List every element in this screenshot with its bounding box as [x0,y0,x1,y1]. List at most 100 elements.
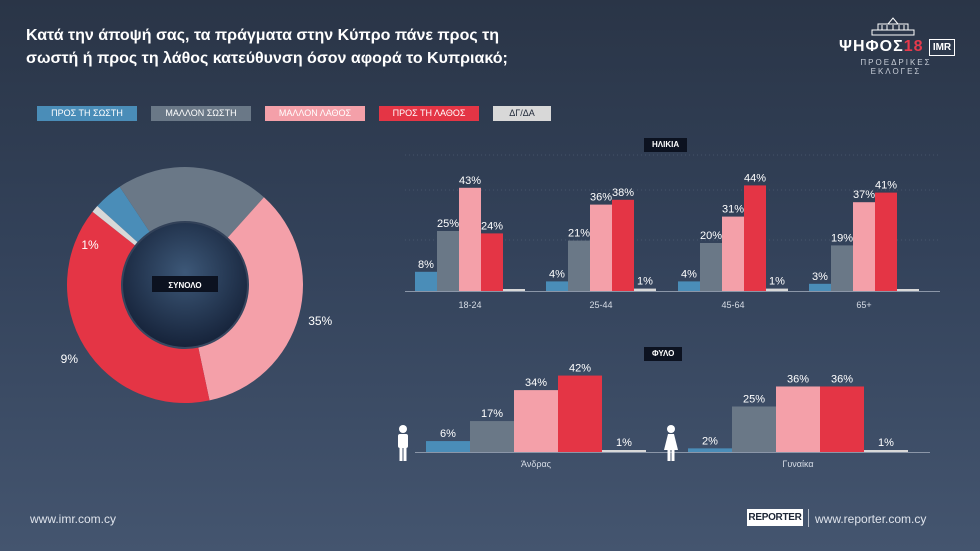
bar-dk-1 [634,288,656,291]
woman-icon [664,425,678,461]
legend-item-wrong: ΠΡΟΣ ΤΗ ΛΑΘΟΣ [379,106,479,121]
title-line-1: Κατά την άποψή σας, τα πράγματα στην Κύπ… [26,27,500,44]
bar-label-wrong-3: 41% [875,180,897,192]
bar-more-wrong-2 [722,216,744,291]
bar-right-0 [426,441,470,452]
bar-label-more-right-1: 25% [743,394,765,406]
legend-item-more-right: ΜΑΛΛΟΝ ΣΩΣΤΗ [151,106,251,121]
category-label-1: Γυναίκα [782,459,813,469]
bar-label-more-wrong-1: 36% [787,373,809,385]
bar-label-dk-2: 1% [769,276,785,288]
bar-right-3 [809,283,831,291]
reporter-logo: REPORTER [747,509,803,526]
footer-divider [808,509,809,527]
psifos18-logo: ΨΗΦΟΣ18 IMR ΠΡΟΕΔΡΙΚΕΣ ΕΚΛΟΓΕΣ [836,16,956,76]
donut-slice-dk [92,206,138,246]
bar-label-right-0: 6% [440,428,456,440]
bar-label-more-wrong-2: 31% [722,204,744,216]
bar-label-wrong-2: 44% [744,172,766,184]
bar-label-wrong-0: 24% [481,220,503,232]
bar-label-wrong-1: 36% [831,373,853,385]
man-icon [398,425,408,461]
bar-right-2 [678,281,700,291]
logo-main-text: ΨΗΦΟΣ [839,38,904,55]
bar-more-right-1 [732,406,776,452]
donut-slice-wrong [66,211,210,403]
bar-dk-1 [864,450,908,452]
logo-wordmark: ΨΗΦΟΣ18 [839,38,923,56]
bar-label-more-right-3: 19% [831,232,853,244]
category-label-1: 25-44 [589,300,612,310]
donut-center-label: ΣΥΝΟΛΟ [168,281,201,290]
bar-wrong-0 [558,375,602,452]
bar-label-more-wrong-0: 43% [459,175,481,187]
donut-slice-more-right [119,167,264,238]
bar-more-wrong-0 [459,187,481,291]
bar-wrong-3 [875,192,897,291]
bar-wrong-2 [744,185,766,291]
donut-label-dk: 1% [81,238,99,252]
chart-title: Κατά την άποψή σας, τα πράγματα στην Κύπ… [26,24,586,70]
legend: ΠΡΟΣ ΤΗ ΣΩΣΤΗ ΜΑΛΛΟΝ ΣΩΣΤΗ ΜΑΛΛΟΝ ΛΑΘΟΣ … [37,106,551,121]
logo-subtitle: ΠΡΟΕΔΡΙΚΕΣ ΕΚΛΟΓΕΣ [860,58,932,76]
bar-label-right-0: 8% [418,259,434,271]
donut-slice-right [97,186,150,243]
bar-wrong-1 [820,386,864,452]
bar-more-wrong-1 [776,386,820,452]
bar-label-wrong-0: 42% [569,363,591,375]
category-label-3: 65+ [856,300,871,310]
legend-item-dk: ΔΓ/ΔΑ [493,106,551,121]
bar-dk-3 [897,289,919,291]
bar-wrong-0 [481,233,503,291]
bar-more-right-1 [568,240,590,291]
bar-more-wrong-3 [853,202,875,291]
bar-dk-0 [503,289,525,291]
donut-label-wrong: 39% [60,352,78,366]
title-line-2: σωστή ή προς τη λάθος κατεύθυνση όσον αφ… [26,50,508,67]
bar-label-right-1: 4% [549,268,565,280]
bar-label-more-right-2: 20% [700,230,722,242]
bar-label-right-2: 4% [681,268,697,280]
bar-dk-0 [602,450,646,452]
imr-logo: IMR [929,39,955,56]
bar-label-right-1: 2% [702,435,718,447]
donut-label-more-right: 21% [183,150,207,152]
imr-website-link[interactable]: www.imr.com.cy [30,512,117,526]
bar-more-right-0 [437,231,459,291]
bar-more-wrong-1 [590,204,612,291]
bar-right-1 [688,448,732,452]
bar-label-wrong-1: 38% [612,187,634,199]
bar-more-right-3 [831,245,853,291]
bar-label-dk-1: 1% [878,437,894,449]
category-label-2: 45-64 [721,300,744,310]
bar-dk-2 [766,288,788,291]
bar-right-1 [546,281,568,291]
legend-item-more-wrong: ΜΑΛΛΟΝ ΛΑΘΟΣ [265,106,365,121]
bar-more-right-0 [470,421,514,452]
bar-label-more-wrong-0: 34% [525,377,547,389]
logo-number: 18 [903,38,924,55]
bar-wrong-1 [612,199,634,291]
bar-label-more-wrong-1: 36% [590,192,612,204]
bar-label-more-right-0: 17% [481,408,503,420]
age-panel-label: ΗΛΙΚΙΑ [644,138,688,152]
gender-panel-label: ΦΥΛΟ [644,347,683,361]
age-bar-chart: 8% 25% 43% 24% 18-24 4% 21% 36% 38% 1% 25-44 4% 20% 3… [405,154,940,310]
donut-slice-more-wrong [198,197,303,401]
bar-label-dk-0: 1% [616,437,632,449]
bar-label-more-right-0: 25% [437,218,459,230]
bar-more-right-2 [700,243,722,291]
donut-label-more-wrong: 35% [308,314,332,328]
bar-label-more-wrong-3: 37% [853,189,875,201]
bar-label-more-right-1: 21% [568,228,590,240]
donut-center-badge [152,276,218,292]
reporter-website-link[interactable]: www.reporter.com.cy [815,512,927,526]
legend-item-right: ΠΡΟΣ ΤΗ ΣΩΣΤΗ [37,106,137,121]
total-donut-chart: 4%21%35%39%1%ΣΥΝΟΛΟ [60,150,333,403]
parliament-building-icon [871,17,915,36]
category-label-0: Άνδρας [521,459,552,469]
gender-bar-chart: 6% 17% 34% 42% 1% Άνδρας 2% 25% 36% 36% 1% Γυναίκα [398,363,930,469]
bar-label-right-3: 3% [812,271,828,283]
category-label-0: 18-24 [458,300,481,310]
bar-label-dk-1: 1% [637,276,653,288]
